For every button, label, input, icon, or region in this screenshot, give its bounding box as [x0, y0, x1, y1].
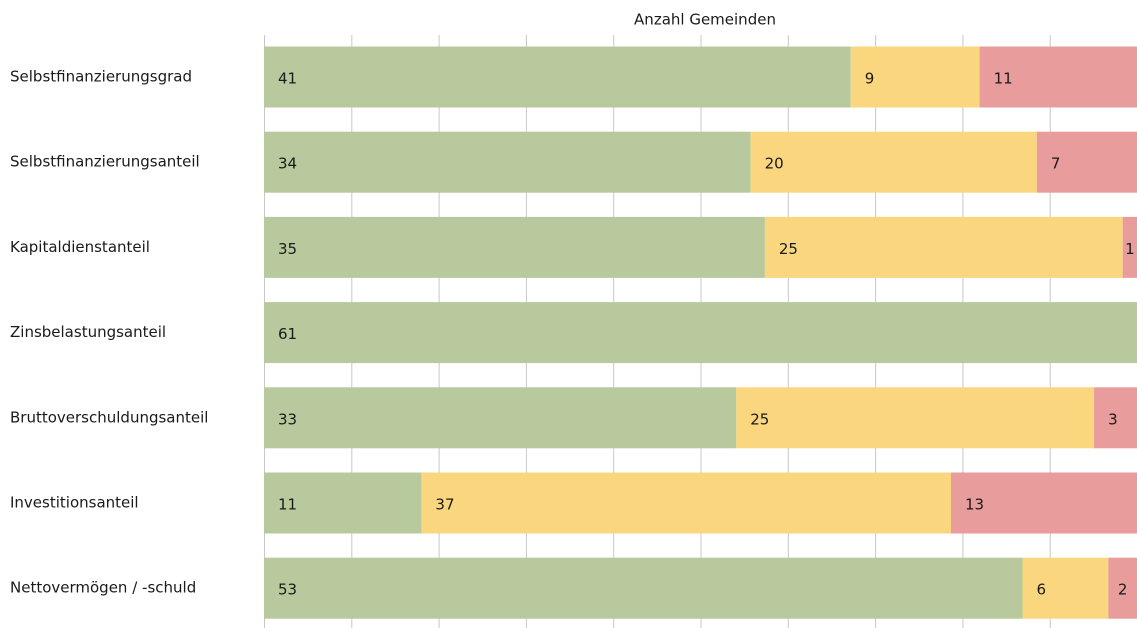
value-label: 2 [1118, 581, 1128, 599]
value-label: 9 [865, 70, 875, 88]
bar-segment [950, 472, 1137, 534]
value-label: 53 [278, 581, 297, 599]
bar-segment [264, 131, 751, 193]
bar-segment [264, 216, 765, 278]
bar-segment [1022, 557, 1109, 619]
bar-segment [264, 46, 851, 108]
category-label: Nettovermögen / -schuld [10, 579, 196, 597]
value-label: 61 [278, 325, 297, 343]
value-label: 25 [750, 410, 769, 428]
category-label: Kapitaldienstanteil [10, 238, 150, 256]
value-label: 13 [965, 496, 984, 514]
bar-segment [1036, 131, 1137, 193]
bar-segment [736, 387, 1095, 449]
bar-segment [264, 557, 1023, 619]
category-label: Zinsbelastungsanteil [10, 323, 166, 341]
value-label: 7 [1051, 155, 1061, 173]
category-label: Bruttoverschuldungsanteil [10, 408, 208, 426]
category-label: Selbstfinanzierungsanteil [10, 153, 200, 171]
value-label: 11 [994, 70, 1013, 88]
bar-segment [764, 216, 1123, 278]
value-label: 25 [779, 240, 798, 258]
chart-title: Anzahl Gemeinden [634, 11, 776, 29]
value-label: 20 [765, 155, 784, 173]
bar-segment [1122, 216, 1137, 278]
bar-segment [264, 302, 1137, 364]
value-label: 11 [278, 496, 297, 514]
value-label: 33 [278, 410, 297, 428]
bar-segment [750, 131, 1037, 193]
value-label: 41 [278, 70, 297, 88]
value-label: 35 [278, 240, 297, 258]
bar-segment [850, 46, 980, 108]
bar-segment [1108, 557, 1137, 619]
category-label: Selbstfinanzierungsgrad [10, 68, 192, 86]
bar-segment [264, 387, 737, 449]
value-label: 37 [435, 496, 454, 514]
category-label: Investitionsanteil [10, 494, 139, 512]
value-label: 6 [1037, 581, 1047, 599]
value-label: 1 [1125, 240, 1135, 258]
value-label: 3 [1108, 410, 1118, 428]
bar-segment [421, 472, 951, 534]
value-label: 34 [278, 155, 297, 173]
bar-segment [1094, 387, 1137, 449]
bar-segment [264, 472, 422, 534]
bar-segment [979, 46, 1137, 108]
